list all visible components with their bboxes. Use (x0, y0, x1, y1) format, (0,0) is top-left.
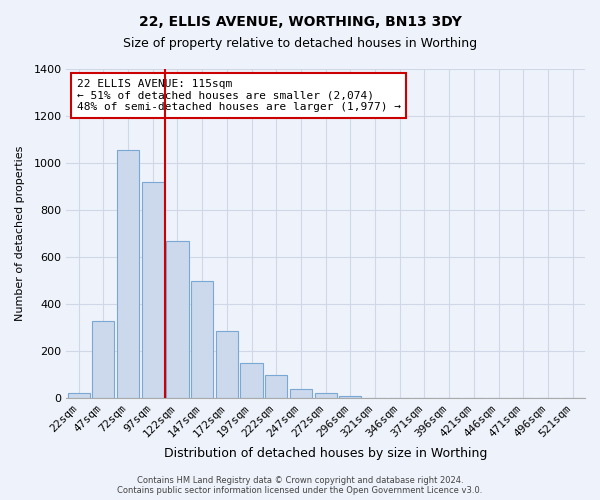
Bar (166, 241, 188, 398)
Bar (142, 182, 164, 398)
Bar (92, 321, 115, 398)
X-axis label: Distribution of detached houses by size in Worthing: Distribution of detached houses by size … (164, 447, 487, 460)
Bar (241, 364, 263, 398)
Bar (216, 332, 238, 398)
Text: Contains HM Land Registry data © Crown copyright and database right 2024.
Contai: Contains HM Land Registry data © Crown c… (118, 476, 482, 495)
Text: 22, ELLIS AVENUE, WORTHING, BN13 3DY: 22, ELLIS AVENUE, WORTHING, BN13 3DY (139, 15, 461, 29)
Bar (265, 374, 287, 398)
Text: 22 ELLIS AVENUE: 115sqm
← 51% of detached houses are smaller (2,074)
48% of semi: 22 ELLIS AVENUE: 115sqm ← 51% of detache… (77, 79, 401, 112)
Bar (339, 396, 361, 398)
Bar (290, 388, 312, 398)
Bar (68, 394, 90, 398)
Bar (191, 280, 213, 398)
Bar (117, 150, 139, 398)
Text: Size of property relative to detached houses in Worthing: Size of property relative to detached ho… (123, 38, 477, 51)
Y-axis label: Number of detached properties: Number of detached properties (15, 146, 25, 321)
Bar (314, 394, 337, 398)
